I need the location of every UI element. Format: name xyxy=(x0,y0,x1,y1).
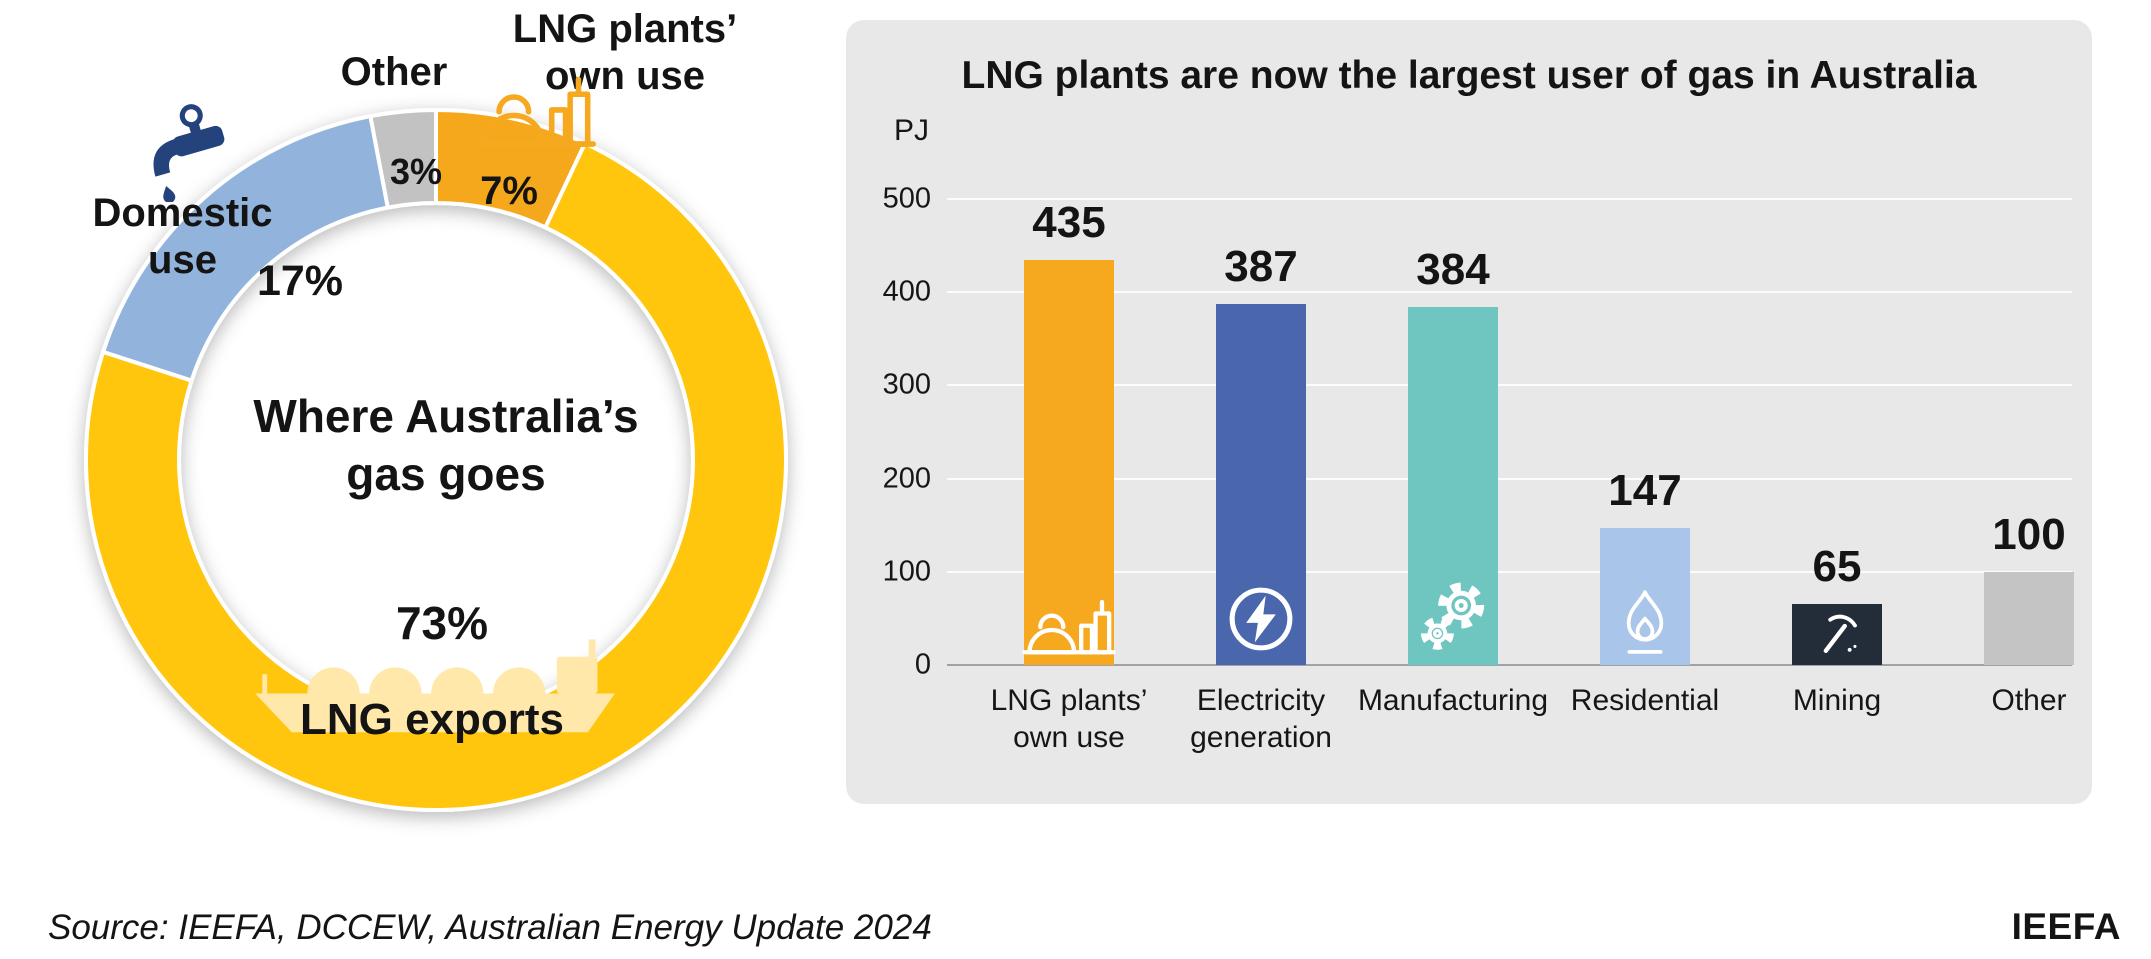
faucet-icon xyxy=(126,102,254,202)
bar-value-mining: 65 xyxy=(1812,542,1862,592)
bar-value-electricity-generation: 387 xyxy=(1224,242,1298,292)
bar-category-lng-plants-own-use: LNG plants’ own use xyxy=(990,684,1148,754)
donut-slice-lng-exports xyxy=(84,140,788,812)
donut-label-lng-plants-own-use: LNG plants’ own use xyxy=(512,7,738,99)
y-axis-unit-label: PJ xyxy=(894,114,930,147)
gridline-400 xyxy=(947,291,2072,294)
donut-center-title: Where Australia’s gas goes xyxy=(253,390,639,500)
gears-icon xyxy=(1412,576,1494,658)
lng-plant-top-icon xyxy=(476,66,596,152)
bar-plot-area: 0 100 200 300 400 500 435 LNG plants’ own use 38… xyxy=(883,183,2074,754)
source-text: Source: IEEFA, DCCEW, Australian Energy … xyxy=(48,908,932,947)
gridline-500 xyxy=(947,198,2072,200)
gridline-300 xyxy=(947,384,2072,387)
y-tick-label-0: 0 xyxy=(914,648,931,681)
bar-category-mining: Mining xyxy=(1792,684,1882,717)
y-tick-label-500: 500 xyxy=(882,182,931,215)
donut-pct-domestic: 17% xyxy=(256,257,344,305)
ieefa-logo: IEEFA xyxy=(2011,906,2121,947)
y-tick-label-100: 100 xyxy=(882,555,931,588)
bar-value-other: 100 xyxy=(1992,509,2066,559)
bar-category-manufacturing: Manufacturing xyxy=(1357,684,1549,717)
lightning-icon xyxy=(1222,580,1300,658)
flame-icon xyxy=(1611,586,1679,658)
bar-category-other: Other xyxy=(1991,684,2067,717)
bar-other xyxy=(1984,571,2074,665)
bar-electricity-generation xyxy=(1216,304,1306,665)
lng-ship-icon xyxy=(250,620,620,738)
bar-value-residential: 147 xyxy=(1608,466,1682,515)
pickaxe-icon xyxy=(1813,609,1862,658)
donut-label-domestic-use: Domestic use xyxy=(92,191,273,283)
bar-manufacturing xyxy=(1408,307,1498,665)
bar-value-lng-plants-own-use: 435 xyxy=(1032,197,1106,247)
x-axis-baseline xyxy=(947,664,2072,666)
bar-category-electricity-generation: Electricity generation xyxy=(1190,684,1332,754)
donut-pct-exports: 73% xyxy=(395,597,489,649)
donut-label-other: Other xyxy=(340,50,448,94)
bar-category-residential: Residential xyxy=(1570,684,1720,717)
gridline-100 xyxy=(947,570,2072,573)
donut-ring xyxy=(84,107,788,812)
y-tick-label-300: 300 xyxy=(882,368,931,401)
bar-lng-plants-own-use xyxy=(1022,259,1116,665)
bar-chart-title: LNG plants are now the largest user of g… xyxy=(961,54,1977,97)
donut-pct-other: 3% xyxy=(389,151,443,192)
donut-slice-other xyxy=(368,107,438,210)
y-tick-label-200: 200 xyxy=(882,462,931,495)
bar-value-manufacturing: 384 xyxy=(1416,245,1490,295)
bar-chart-panel: LNG plants are now the largest user of g… xyxy=(846,20,2092,804)
donut-pct-own-use: 7% xyxy=(480,169,538,213)
gridline-200 xyxy=(947,477,2072,480)
lng-plant-icon xyxy=(1022,592,1116,658)
donut-label-lng-exports: LNG exports xyxy=(299,695,565,744)
bar-mining xyxy=(1792,604,1882,665)
bar-residential xyxy=(1600,528,1690,665)
y-tick-label-400: 400 xyxy=(882,275,931,308)
